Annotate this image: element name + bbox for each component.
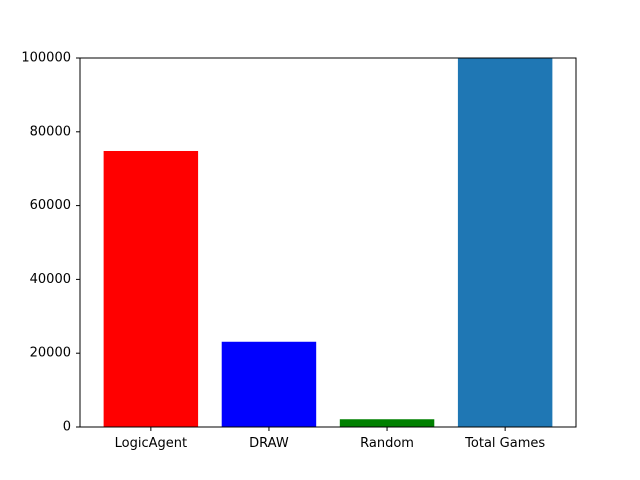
x-tick-label-random: Random: [360, 436, 414, 451]
bar-random: [339, 419, 435, 427]
bars-group: [103, 58, 553, 428]
y-tick-label: 40000: [30, 272, 71, 287]
x-tick-label-total-games: Total Games: [464, 436, 545, 451]
y-tick-label: 0: [63, 420, 71, 435]
y-tick-label: 80000: [30, 124, 71, 139]
bar-draw: [221, 341, 317, 427]
bar-total-games: [457, 58, 553, 427]
y-tick-label: 60000: [30, 198, 71, 213]
y-tick-label: 20000: [30, 346, 71, 361]
bar-logicagent: [103, 150, 199, 428]
x-tick-label-draw: DRAW: [249, 436, 289, 451]
y-tick-label: 100000: [21, 51, 71, 66]
x-tick-label-logicagent: LogicAgent: [115, 436, 187, 451]
x-axis: LogicAgent DRAW Random Total Games: [115, 427, 545, 451]
plot-frame: [79, 57, 577, 428]
y-axis: 0 20000 40000 60000 80000 100000: [21, 51, 80, 435]
